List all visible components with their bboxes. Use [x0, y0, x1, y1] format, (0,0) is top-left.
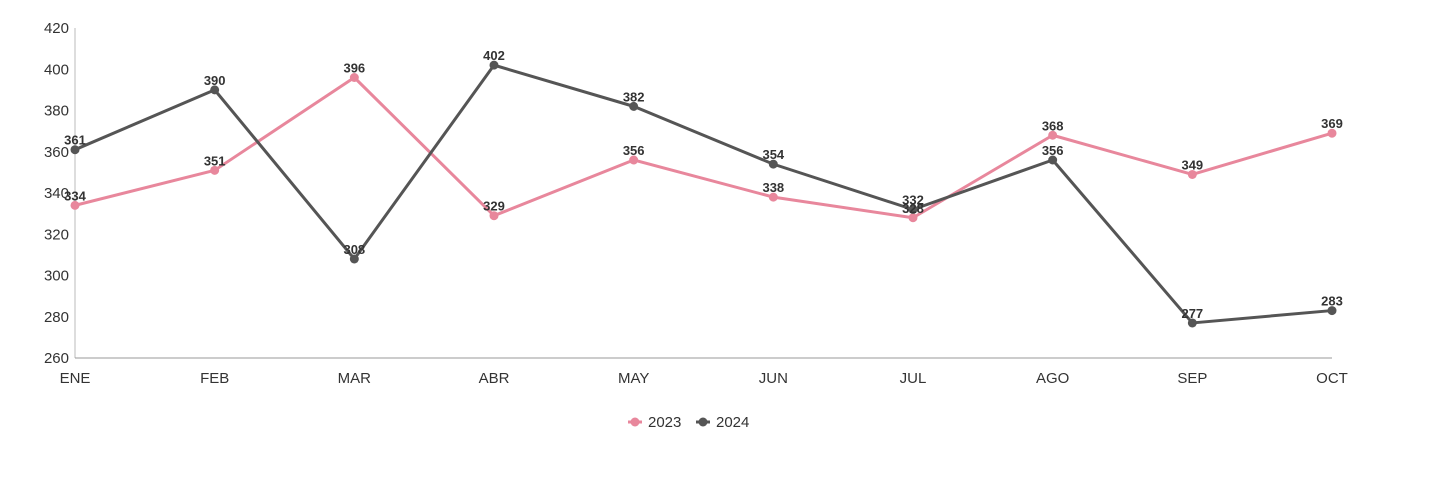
x-tick-label: ABR	[479, 370, 510, 387]
data-point	[1187, 318, 1197, 328]
data-point	[908, 205, 918, 214]
data-label: 338	[762, 180, 784, 195]
y-tick-label: 280	[44, 309, 69, 326]
data-label: 356	[1042, 143, 1064, 158]
y-tick-label: 300	[44, 268, 69, 285]
y-tick-label: 260	[44, 350, 69, 367]
data-point	[1327, 128, 1337, 138]
data-label: 334	[64, 188, 86, 203]
data-point	[1048, 155, 1058, 165]
data-label: 382	[623, 89, 645, 104]
data-point	[908, 213, 918, 223]
data-labels: 334 351 396 329 356 338 328 368 349 369 361 390 308 4…	[64, 48, 1343, 321]
data-point	[349, 254, 359, 264]
x-tick-label: OCT	[1316, 370, 1348, 387]
data-point	[210, 85, 220, 95]
data-point	[629, 155, 639, 165]
data-point	[70, 145, 80, 155]
x-tick-label: JUN	[759, 370, 788, 387]
series-line	[73, 76, 1334, 220]
series-2024	[70, 60, 1337, 328]
data-label: 354	[762, 147, 784, 162]
data-label: 351	[204, 153, 226, 168]
x-tick-label: ENE	[60, 370, 91, 387]
y-tick-label: 360	[44, 144, 69, 161]
x-tick-label: JUL	[900, 370, 927, 387]
data-point	[210, 165, 220, 175]
data-point	[489, 211, 499, 221]
y-tick-label: 320	[44, 226, 69, 243]
data-point	[70, 200, 80, 210]
legend-item-2024: 2024	[696, 414, 749, 431]
data-point	[1327, 306, 1337, 316]
y-tick-label: 380	[44, 103, 69, 120]
y-tick-label: 340	[44, 185, 69, 202]
data-point	[1187, 169, 1197, 179]
axes: 260 280 300 320 340 360 380 400 420 ENE FEB MAR ABR M…	[44, 20, 1348, 387]
data-point	[768, 159, 778, 169]
series-line	[73, 63, 1334, 325]
legend-label: 2023	[648, 414, 681, 431]
data-point	[768, 192, 778, 202]
data-label: 361	[64, 133, 86, 148]
data-point	[629, 101, 639, 111]
series-layer	[70, 60, 1337, 328]
x-tick-label: AGO	[1036, 370, 1069, 387]
data-label: 277	[1181, 306, 1203, 321]
data-label: 356	[623, 143, 645, 158]
data-label: 396	[343, 61, 365, 76]
y-tick-label: 400	[44, 61, 69, 78]
data-label: 349	[1181, 157, 1203, 172]
data-label: 308	[343, 242, 365, 257]
data-point	[1048, 130, 1058, 140]
legend-item-2023: 2023	[628, 414, 681, 431]
data-point	[349, 73, 359, 82]
legend: 2023 2024	[628, 414, 749, 431]
data-label: 283	[1321, 294, 1343, 309]
data-label: 369	[1321, 116, 1343, 131]
data-label: 328	[902, 201, 924, 216]
data-label: 332	[902, 193, 924, 208]
x-tick-label: MAR	[338, 370, 372, 387]
x-tick-label: MAY	[618, 370, 649, 387]
legend-label: 2024	[716, 414, 749, 431]
legend-swatch-marker	[698, 417, 708, 427]
data-label: 368	[1042, 118, 1064, 133]
data-label: 329	[483, 199, 505, 214]
x-tick-label: SEP	[1177, 370, 1207, 387]
data-label: 390	[204, 73, 226, 88]
series-2023	[70, 73, 1337, 223]
y-tick-label: 420	[44, 20, 69, 37]
data-point	[489, 60, 499, 70]
x-tick-label: FEB	[200, 370, 229, 387]
data-label: 402	[483, 48, 505, 63]
legend-swatch-marker	[630, 417, 640, 427]
